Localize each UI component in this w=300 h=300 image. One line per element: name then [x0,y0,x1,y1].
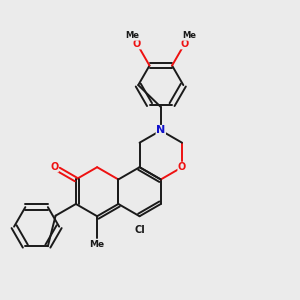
Text: Me: Me [90,240,105,249]
Text: O: O [178,162,186,172]
Text: O: O [50,162,58,172]
Text: Cl: Cl [134,225,145,235]
Text: O: O [181,39,189,49]
Text: Me: Me [182,31,196,40]
Text: Me: Me [125,31,139,40]
Text: N: N [156,125,165,135]
Text: O: O [133,39,141,49]
